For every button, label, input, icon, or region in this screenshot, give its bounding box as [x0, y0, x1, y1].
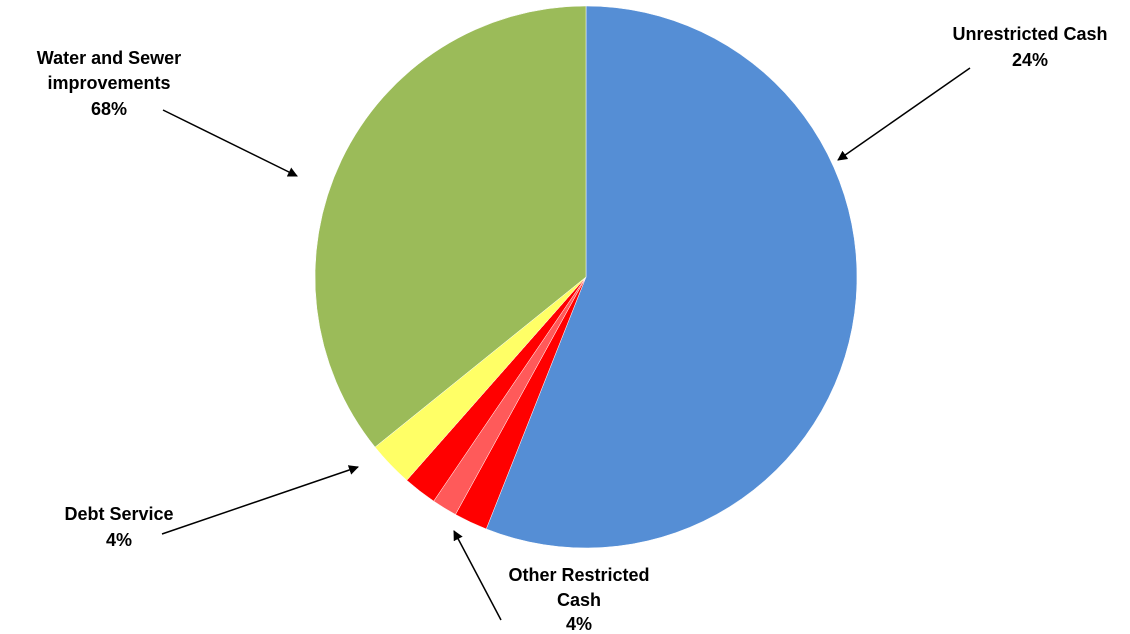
- label-other-restricted-cash-name-line1: Other Restricted: [508, 565, 649, 585]
- label-other-restricted-cash-name-line2: Cash: [557, 590, 601, 610]
- pie-slices: [314, 5, 858, 549]
- pie-slice-unrestricted-cash: [485, 5, 858, 549]
- label-unrestricted-cash: Unrestricted Cash 24%: [952, 24, 1107, 70]
- label-unrestricted-cash-pct: 24%: [1012, 50, 1048, 70]
- label-water-sewer-pct: 68%: [91, 99, 127, 119]
- arrow-other-restricted-cash: [453, 530, 502, 621]
- label-water-sewer-name-line2: improvements: [47, 73, 170, 93]
- label-water-sewer: Water and Sewer improvements 68%: [37, 48, 181, 119]
- label-other-restricted-cash-pct: 4%: [566, 614, 592, 634]
- arrow-debt-service: [161, 465, 359, 535]
- arrow-unrestricted-cash: [837, 67, 971, 161]
- label-debt-service-name: Debt Service: [64, 504, 173, 524]
- pie-slice-water-and-sewer-improvements: [314, 5, 587, 448]
- label-unrestricted-cash-name: Unrestricted Cash: [952, 24, 1107, 44]
- label-water-sewer-name-line1: Water and Sewer: [37, 48, 181, 68]
- label-debt-service: Debt Service 4%: [64, 504, 173, 550]
- label-other-restricted-cash: Other Restricted Cash 4%: [508, 565, 649, 634]
- label-debt-service-pct: 4%: [106, 530, 132, 550]
- arrow-water-sewer: [162, 109, 298, 177]
